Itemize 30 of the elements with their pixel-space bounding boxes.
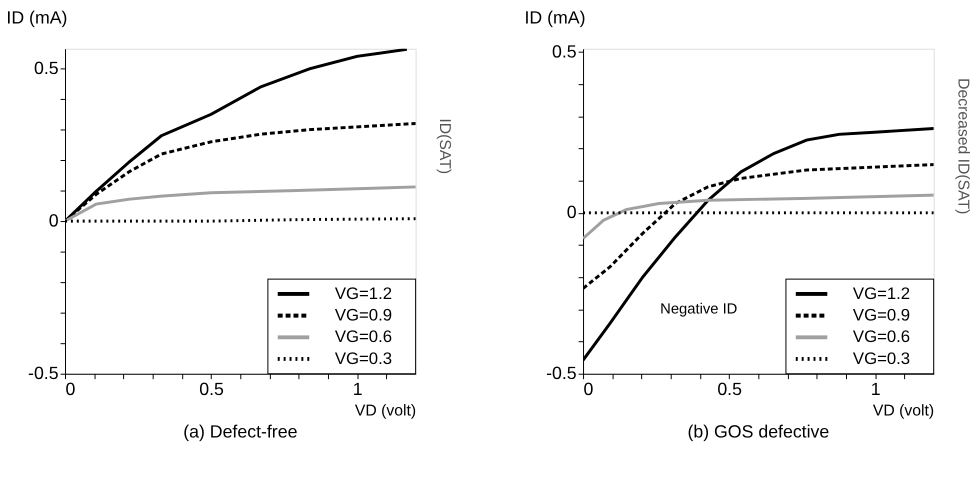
y-tick-label: -0.5	[28, 363, 59, 384]
y-tick-label: 0.5	[34, 58, 59, 78]
x-tick-label: 0.5	[717, 378, 742, 399]
text: ID(SAT)	[436, 118, 454, 174]
legend-label: VG=0.6	[334, 327, 392, 346]
legend-label: VG=0.6	[852, 327, 910, 346]
text: Decreased ID(SAT)	[954, 78, 972, 214]
y-tick-label: 0	[566, 202, 577, 222]
y-axis-title: ID (mA)	[6, 8, 68, 28]
text: (a) Defect-free	[183, 422, 298, 442]
legend-label: VG=0.9	[334, 306, 392, 325]
legend-label: VG=0.3	[334, 348, 392, 368]
x-tick-label: 0	[65, 378, 76, 399]
annotation: Negative ID	[660, 302, 738, 318]
x-tick-label: 0.5	[199, 378, 224, 399]
legend-label: VG=1.2	[334, 284, 392, 303]
x-axis-title: VD (volt)	[354, 402, 416, 420]
line-series	[583, 194, 934, 240]
text: (b) GOS defective	[687, 422, 830, 442]
legend-label: VG=0.3	[852, 348, 910, 368]
y-tick-label: -0.5	[546, 363, 577, 384]
y-tick-label: 0.5	[552, 41, 577, 62]
legend-label: VG=1.2	[852, 284, 910, 303]
x-tick-label: 0	[584, 378, 594, 399]
x-axis-title: VD (volt)	[872, 402, 934, 420]
y-axis-title: ID (mA)	[524, 8, 586, 28]
x-tick-label: 1	[352, 378, 363, 399]
x-tick-label: 1	[870, 378, 881, 399]
legend-label: VG=0.9	[852, 306, 910, 325]
y-tick-label: 0	[48, 210, 59, 231]
